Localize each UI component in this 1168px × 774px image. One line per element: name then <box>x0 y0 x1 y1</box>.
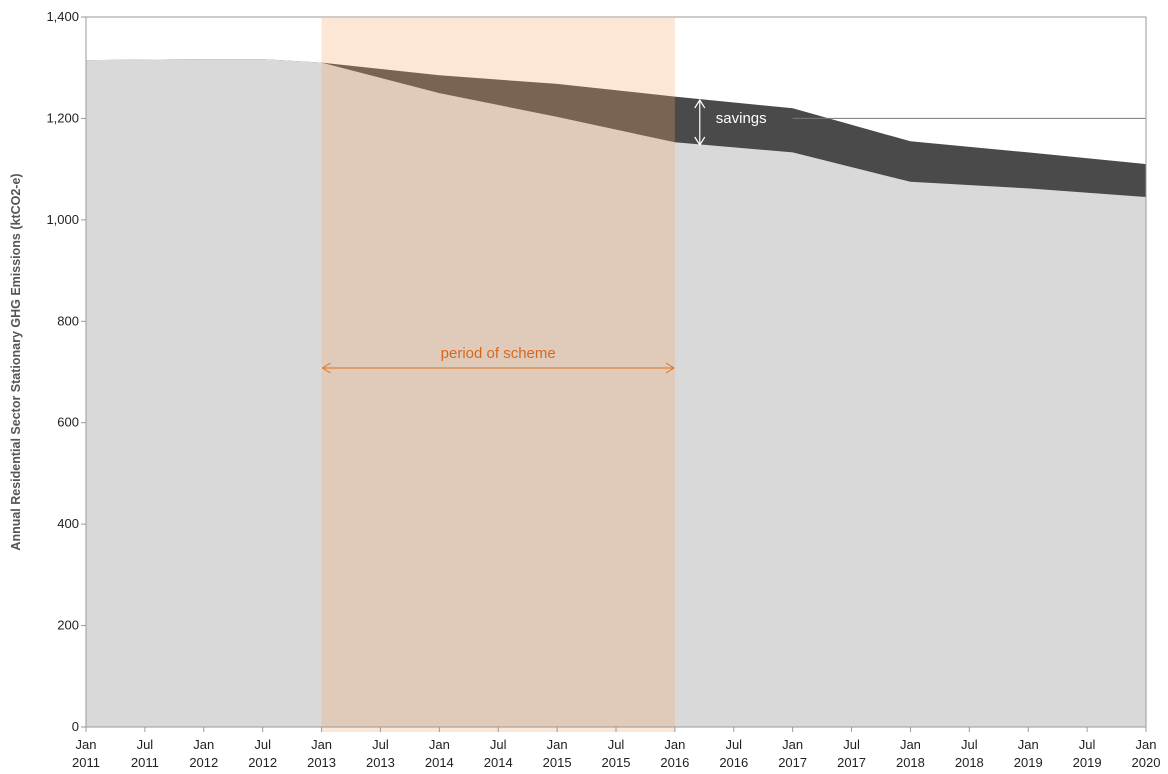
period-arrow-head-left <box>321 362 331 374</box>
x-tick-year: 2013 <box>366 755 395 770</box>
x-tick-month: Jul <box>254 737 271 752</box>
x-tick-month: Jul <box>843 737 860 752</box>
period-of-scheme-shade <box>321 18 675 732</box>
chart-areas <box>86 59 1146 728</box>
x-tick-month: Jan <box>1136 737 1157 752</box>
y-axis-title: Annual Residential Sector Stationary GHG… <box>9 173 23 550</box>
y-tick-label: 400 <box>57 516 79 531</box>
x-tick-month: Jan <box>429 737 450 752</box>
y-tick-label: 800 <box>57 313 79 328</box>
x-tick-year: 2019 <box>1014 755 1043 770</box>
x-tick-month: Jul <box>372 737 389 752</box>
y-tick-label: 600 <box>57 415 79 430</box>
x-tick-month: Jan <box>193 737 214 752</box>
x-tick-month: Jul <box>1079 737 1096 752</box>
x-tick-month: Jan <box>664 737 685 752</box>
x-tick-year: 2017 <box>778 755 807 770</box>
x-tick-year: 2019 <box>1073 755 1102 770</box>
x-tick-year: 2014 <box>484 755 513 770</box>
x-tick-year: 2016 <box>719 755 748 770</box>
x-tick-month: Jan <box>782 737 803 752</box>
x-tick-year: 2012 <box>248 755 277 770</box>
x-tick-month: Jan <box>311 737 332 752</box>
y-tick-label: 1,200 <box>46 110 79 125</box>
period-shade-rect <box>321 18 675 732</box>
x-axis-ticks: Jan 2011 Jul 2011 Jan 2012 Jul 2012 Jan 2013 Jul 20… <box>72 727 1160 770</box>
period-of-scheme-label: period of scheme <box>441 345 556 362</box>
x-tick-year: 2014 <box>425 755 454 770</box>
x-tick-month: Jan <box>547 737 568 752</box>
savings-label: savings <box>716 110 767 127</box>
x-tick-year: 2017 <box>837 755 866 770</box>
x-tick-year: 2015 <box>602 755 631 770</box>
x-tick-year: 2013 <box>307 755 336 770</box>
x-tick-year: 2015 <box>543 755 572 770</box>
x-tick-year: 2012 <box>189 755 218 770</box>
x-tick-year: 2018 <box>955 755 984 770</box>
y-tick-label: 1,400 <box>46 9 79 24</box>
x-tick-month: Jan <box>900 737 921 752</box>
x-tick-year: 2018 <box>896 755 925 770</box>
x-tick-year: 2020 <box>1132 755 1161 770</box>
x-tick-month: Jul <box>961 737 978 752</box>
period-arrow-head-right <box>665 362 675 374</box>
x-tick-month: Jul <box>137 737 154 752</box>
x-tick-month: Jan <box>1018 737 1039 752</box>
x-tick-month: Jul <box>608 737 625 752</box>
savings-arrow-head-bottom <box>694 136 706 147</box>
x-tick-year: 2016 <box>660 755 689 770</box>
savings-arrow-head-top <box>694 98 706 109</box>
x-tick-month: Jul <box>490 737 507 752</box>
x-tick-year: 2011 <box>72 755 100 770</box>
x-tick-month: Jul <box>725 737 742 752</box>
scheme-area <box>86 59 1146 728</box>
chart-annotations: period of scheme savings <box>321 98 767 374</box>
y-tick-label: 200 <box>57 618 79 633</box>
x-tick-month: Jan <box>76 737 97 752</box>
y-axis-ticks: 0 200 400 600 800 1,000 1,200 1,400 <box>46 9 86 734</box>
y-tick-label: 1,000 <box>46 212 79 227</box>
y-tick-label: 0 <box>72 719 79 734</box>
x-tick-year: 2011 <box>131 755 159 770</box>
